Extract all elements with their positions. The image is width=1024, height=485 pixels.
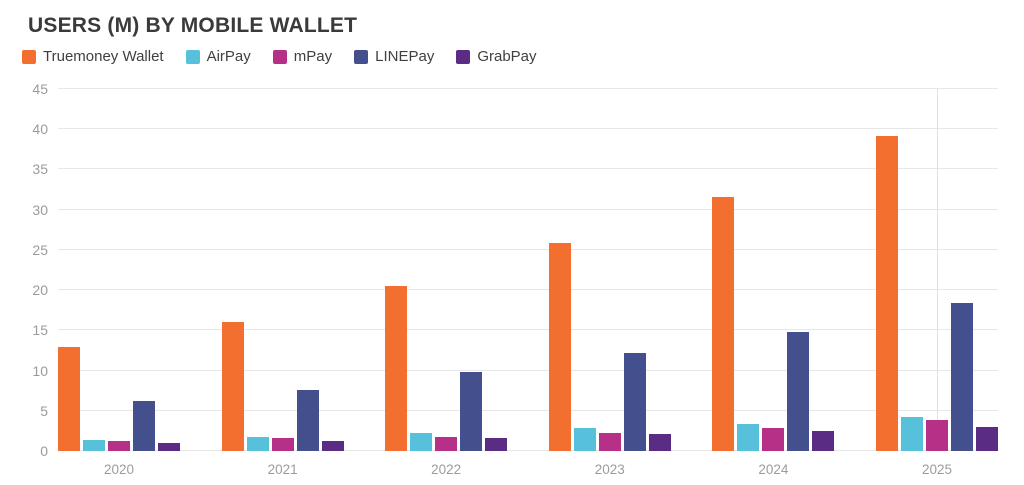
bar-airpay-2025[interactable] — [900, 417, 923, 451]
gridline — [58, 329, 998, 331]
bar-airpay-2022[interactable] — [410, 432, 433, 451]
x-axis-label: 2025 — [921, 462, 952, 477]
bar-linepay-2023[interactable] — [623, 352, 646, 451]
bar-airpay-2024[interactable] — [737, 423, 760, 451]
bar-mpay-2023[interactable] — [598, 432, 621, 451]
legend-label: LINEPay — [375, 48, 435, 65]
bar-grabpay-2020[interactable] — [158, 442, 180, 451]
bar-mpay-2022[interactable] — [435, 436, 458, 451]
bar-airpay-2020[interactable] — [83, 439, 105, 451]
bar-truemoney-wallet-2021[interactable] — [221, 321, 244, 451]
bar-chart: 0 5 10 15 20 25 30 35 40 45 2020 2021 2022 2023 2024 20… — [14, 81, 1010, 483]
y-axis-tick-label: 40 — [32, 121, 48, 138]
legend-item-linepay[interactable]: LINEPay — [354, 48, 434, 65]
legend-swatch-icon — [22, 49, 36, 64]
bar-linepay-2024[interactable] — [787, 331, 810, 451]
y-axis-tick-label: 5 — [40, 402, 48, 419]
gridline — [58, 208, 998, 210]
legend: Truemoney Wallet AirPay mPay LINEPay GrabPay — [22, 48, 1010, 65]
legend-swatch-icon — [185, 49, 200, 64]
bar-truemoney-wallet-2023[interactable] — [548, 242, 571, 451]
gridline — [58, 450, 998, 451]
bar-airpay-2023[interactable] — [573, 428, 596, 451]
bar-group-2025: 2025 — [875, 89, 998, 477]
y-axis-tick-label: 45 — [32, 81, 48, 97]
bar-group-2022: 2022 — [385, 89, 508, 477]
bar-groups: 2020 2021 2022 2023 2024 2025 — [58, 89, 998, 477]
legend-item-grabpay[interactable]: GrabPay — [456, 48, 537, 65]
legend-swatch-icon — [354, 49, 369, 64]
y-axis-tick-label: 0 — [40, 443, 48, 459]
bar-mpay-2021[interactable] — [271, 438, 294, 451]
bar-grabpay-2025[interactable] — [975, 426, 998, 451]
bar-group-2021: 2021 — [221, 89, 344, 477]
gridline — [58, 88, 998, 89]
bar-linepay-2022[interactable] — [460, 372, 483, 451]
bar-grabpay-2024[interactable] — [812, 430, 835, 451]
x-axis-label: 2022 — [431, 462, 462, 477]
bar-grabpay-2023[interactable] — [648, 434, 671, 451]
bar-grabpay-2021[interactable] — [321, 441, 344, 451]
legend-item-airpay[interactable]: AirPay — [185, 48, 251, 65]
y-axis-tick-label: 10 — [32, 362, 48, 379]
y-axis-tick-label: 30 — [32, 201, 48, 218]
bar-group-2023: 2023 — [548, 89, 671, 477]
bar-grabpay-2022[interactable] — [485, 438, 508, 451]
plot-right-border — [937, 89, 938, 451]
legend-label: mPay — [293, 48, 333, 65]
legend-label: AirPay — [206, 48, 251, 65]
gridline — [58, 289, 998, 291]
chart-title: USERS (M) BY MOBILE WALLET — [28, 14, 358, 37]
gridline — [58, 248, 998, 250]
legend-swatch-icon — [456, 49, 471, 64]
y-axis-tick-label: 25 — [32, 241, 48, 258]
bar-truemoney-wallet-2022[interactable] — [385, 286, 408, 451]
bar-airpay-2021[interactable] — [246, 436, 269, 451]
bar-group-2024: 2024 — [712, 89, 835, 477]
bar-mpay-2024[interactable] — [762, 427, 785, 451]
y-axis-tick-label: 20 — [32, 282, 48, 299]
x-axis-label: 2021 — [267, 462, 298, 477]
legend-label: Truemoney Wallet — [43, 48, 164, 65]
gridline — [58, 128, 998, 130]
gridline — [58, 369, 998, 371]
x-axis-label: 2024 — [758, 462, 789, 477]
y-axis-tick-label: 15 — [32, 322, 48, 339]
legend-label: GrabPay — [477, 48, 537, 65]
bar-truemoney-wallet-2024[interactable] — [712, 196, 735, 451]
bar-linepay-2021[interactable] — [296, 389, 319, 451]
gridline — [58, 409, 998, 411]
plot: 0 5 10 15 20 25 30 35 40 45 2020 2021 2022 2023 2024 20… — [32, 82, 998, 477]
bar-truemoney-wallet-2025[interactable] — [875, 136, 898, 451]
x-axis-label: 2023 — [594, 462, 625, 477]
bar-linepay-2020[interactable] — [133, 401, 155, 451]
bar-mpay-2025[interactable] — [925, 420, 948, 451]
y-axis-tick-label: 35 — [32, 161, 48, 178]
legend-item-mpay[interactable]: mPay — [272, 48, 333, 65]
legend-item-truemoney-wallet[interactable]: Truemoney Wallet — [22, 48, 164, 65]
bar-linepay-2025[interactable] — [950, 302, 973, 451]
x-axis-label: 2020 — [103, 462, 135, 477]
bar-group-2020: 2020 — [58, 89, 180, 477]
legend-swatch-icon — [272, 49, 287, 64]
bar-truemoney-wallet-2020[interactable] — [58, 347, 80, 451]
gridline — [58, 168, 998, 170]
bar-mpay-2020[interactable] — [108, 440, 130, 451]
